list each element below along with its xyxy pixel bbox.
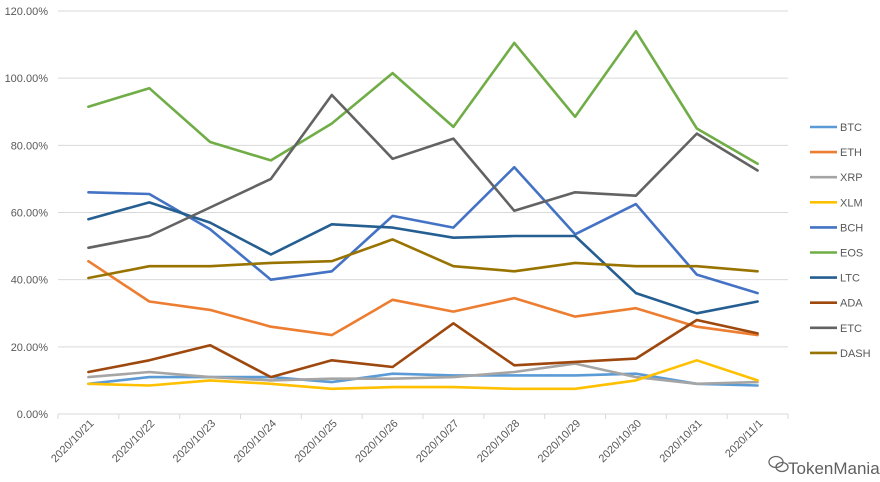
series-line-ada [87, 318, 759, 379]
gridlines [58, 10, 788, 348]
x-tick-label: 2020/10/30 [597, 418, 644, 465]
x-tick-label: 2020/10/29 [536, 418, 583, 465]
series-line-eos [87, 29, 759, 166]
y-tick-label: 120.00% [5, 6, 49, 18]
x-axis: 2020/10/21 2020/10/22 2020/10/23 2020/10/24… [49, 413, 789, 465]
series-lines [87, 29, 759, 391]
x-tick-label: 2020/10/31 [657, 418, 704, 465]
legend-label-ada: ADA [840, 298, 863, 310]
watermark: TokenMania [768, 455, 880, 478]
y-tick-label: 100.00% [5, 73, 49, 85]
wechat-icon [768, 455, 789, 473]
y-tick-label: 20.00% [11, 342, 49, 354]
x-tick-label: 2020/10/24 [232, 418, 279, 465]
series-line-ltc [87, 201, 759, 315]
legend-label-btc: BTC [840, 122, 862, 134]
series-line-eth [87, 259, 759, 337]
y-tick-label: 80.00% [11, 140, 49, 152]
x-tick-label: 2020/10/28 [475, 418, 522, 465]
legend-label-xlm: XLM [840, 197, 863, 209]
y-tick-label: 60.00% [11, 208, 49, 220]
legend-label-dash: DASH [840, 348, 871, 360]
series-line-xlm [87, 358, 759, 391]
x-tick-label: 2020/11/1 [723, 418, 766, 461]
legend-label-ltc: LTC [840, 273, 860, 285]
x-tick-label: 2020/10/23 [171, 418, 218, 465]
series-line-bch [87, 165, 759, 295]
legend-label-bch: BCH [840, 222, 863, 234]
legend-label-xrp: XRP [840, 172, 863, 184]
series-line-etc [87, 93, 759, 250]
x-tick-label: 2020/10/26 [353, 418, 400, 465]
y-axis-ticks: 0.00% 20.00% 40.00% 60.00% 80.00% 100.00% 120.… [5, 6, 49, 421]
legend-label-etc: ETC [840, 323, 862, 335]
x-tick-label: 2020/10/22 [110, 418, 157, 465]
y-tick-label: 0.00% [17, 409, 48, 421]
x-tick-label: 2020/10/21 [49, 418, 96, 465]
watermark-text: TokenMania [788, 459, 880, 478]
legend-label-eth: ETH [840, 147, 862, 159]
x-tick-label: 2020/10/27 [414, 418, 461, 465]
legend: BTC ETH XRP XLM BCH EOS LTC ADA ETC DASH [810, 122, 871, 360]
x-tick-label: 2020/10/25 [292, 418, 339, 465]
series-line-dash [87, 238, 759, 280]
y-tick-label: 40.00% [11, 275, 49, 287]
legend-label-eos: EOS [840, 248, 863, 260]
